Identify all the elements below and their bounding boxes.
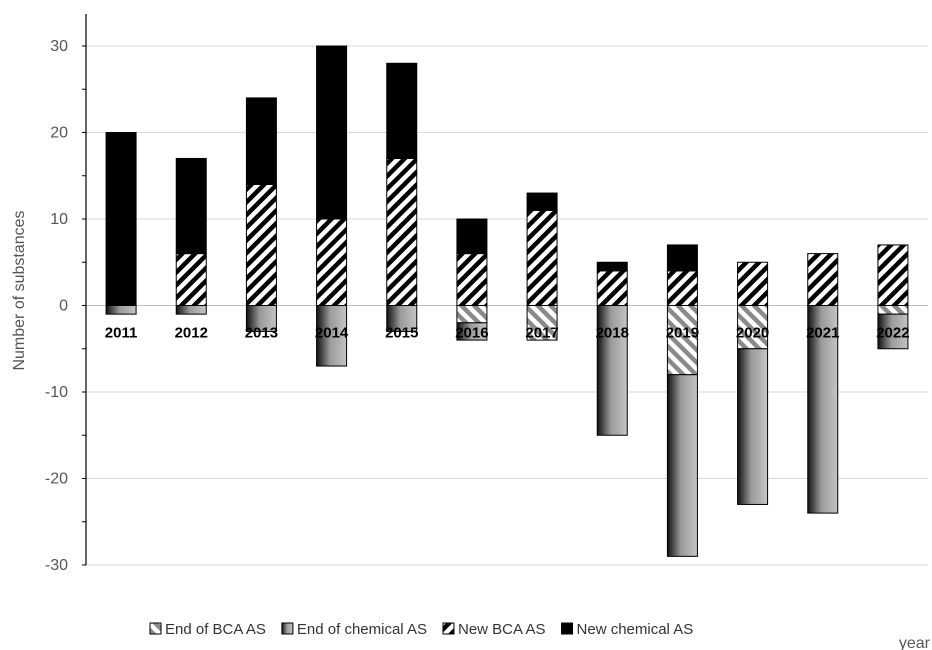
y-tick-label: -30: [45, 557, 68, 574]
y-tick-label: 20: [50, 125, 68, 142]
bar-segment: [456, 218, 488, 255]
x-category-label: 2019: [666, 325, 699, 342]
x-category-label: 2016: [455, 325, 488, 342]
legend-swatch: [442, 622, 455, 635]
x-category-label: 2020: [736, 325, 769, 342]
bar-segment: [877, 305, 909, 315]
bar-segment: [807, 253, 839, 307]
bar-segment: [386, 62, 418, 159]
x-category-label: 2017: [525, 325, 558, 342]
bar-segment: [245, 183, 277, 306]
bar-segment: [526, 305, 558, 341]
bar-segment: [737, 305, 769, 350]
bar-segment: [877, 313, 909, 350]
bar-segment: [596, 270, 628, 306]
bar-segment: [737, 348, 769, 505]
legend-item: New chemical AS: [561, 621, 694, 638]
bar-segment: [316, 45, 348, 220]
category-labels: 2011 2012 2013 2014 2015 2016 2017 2018 2019 2020…: [105, 325, 910, 342]
bar-segment: [666, 244, 698, 272]
x-category-label: 2018: [596, 325, 629, 342]
gridlines: [86, 45, 928, 566]
y-axis: 30 20 10 0 -10 -20 -30: [45, 14, 87, 574]
bar-segment: [245, 97, 277, 185]
bar-segment: [105, 132, 137, 306]
legend-swatch: [561, 622, 574, 635]
x-category-label: 2012: [175, 325, 208, 342]
x-category-label: 2011: [105, 325, 138, 342]
bar-segment: [877, 244, 909, 306]
bar-segment: [456, 322, 488, 341]
y-tick-label: -10: [45, 384, 68, 401]
bar-segment: [737, 261, 769, 306]
bar-segment: [175, 157, 207, 255]
legend-item: End of BCA AS: [149, 621, 266, 638]
bar-segment: [456, 305, 488, 324]
bar-segment: [666, 270, 698, 306]
x-category-label: 2021: [806, 325, 839, 342]
y-axis-title: Number of substances: [11, 210, 28, 370]
bar-segment: [386, 305, 418, 332]
legend-label: New chemical AS: [577, 621, 694, 638]
bar-segment: [526, 209, 558, 307]
legend-label: New BCA AS: [458, 621, 546, 638]
legend-item: New BCA AS: [442, 621, 546, 638]
bar-segment: [807, 305, 839, 514]
x-category-label: 2014: [315, 325, 349, 342]
x-category-label: 2022: [876, 325, 909, 342]
legend-label: End of chemical AS: [297, 621, 427, 638]
legend-swatch: [149, 622, 162, 635]
x-category-label: 2015: [385, 325, 418, 342]
y-tick-label: -20: [45, 471, 68, 488]
bar-segment: [666, 305, 698, 376]
y-tick-label: 10: [50, 211, 68, 228]
bar-segment: [175, 253, 207, 307]
legend: End of BCA AS End of chemical AS New BCA A…: [149, 621, 694, 638]
bar-segment: [666, 374, 698, 557]
bar-segment: [105, 305, 137, 315]
x-category-label: 2013: [245, 325, 278, 342]
y-tick-label: 30: [50, 38, 68, 55]
bar-segment: [175, 305, 207, 315]
bar-segment: [316, 218, 348, 306]
x-axis-title: year: [899, 635, 931, 650]
bar-segment: [386, 157, 418, 306]
legend-swatch: [281, 622, 294, 635]
legend-label: End of BCA AS: [165, 621, 266, 638]
bar-segment: [596, 305, 628, 436]
y-tick-label: 0: [59, 298, 68, 315]
bar-segment: [526, 192, 558, 211]
bar-segment: [316, 305, 348, 367]
bar-segment: [596, 261, 628, 272]
bar-segment: [245, 305, 277, 332]
bars: [105, 45, 909, 557]
bar-segment: [456, 253, 488, 307]
legend-item: End of chemical AS: [281, 621, 427, 638]
